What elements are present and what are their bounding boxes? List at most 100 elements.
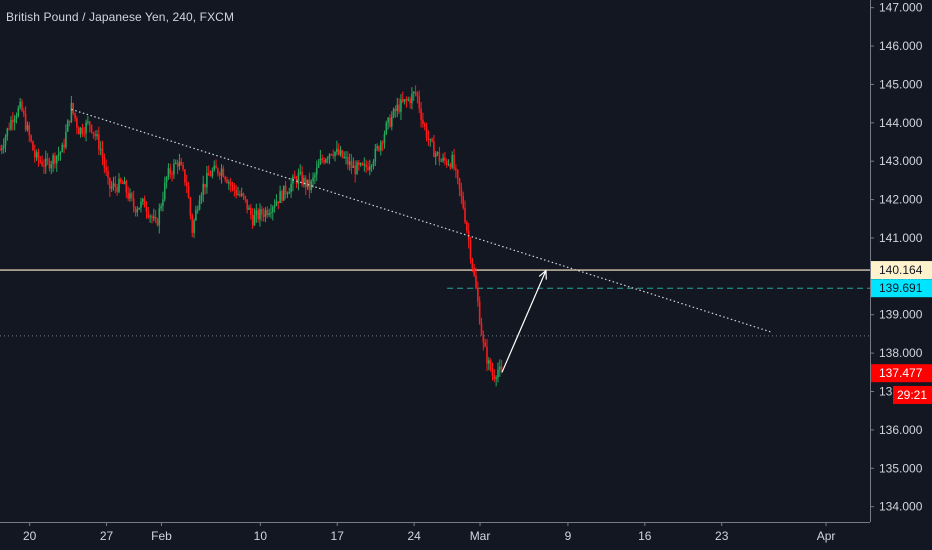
- y-tick-label: 136.000: [879, 423, 923, 437]
- candle-body: [109, 177, 111, 189]
- candle-body: [495, 377, 497, 380]
- candle-body: [314, 174, 316, 178]
- candle-body: [195, 209, 197, 221]
- candle-body: [411, 93, 413, 104]
- candle-body: [127, 192, 129, 199]
- candle-body: [77, 127, 80, 135]
- candle-body: [165, 177, 168, 183]
- x-tick-label: 23: [715, 529, 729, 543]
- candle-body: [442, 157, 444, 161]
- candle-body: [380, 142, 382, 151]
- y-tick-label: 138.000: [879, 346, 923, 360]
- candle-body: [231, 184, 234, 186]
- candle-body: [304, 177, 307, 188]
- candle-body: [138, 207, 140, 210]
- candle-body: [369, 166, 371, 170]
- price-badge-label: 140.164: [879, 263, 923, 277]
- candle-body: [497, 369, 499, 378]
- candle-body: [387, 117, 389, 123]
- candle-body: [220, 168, 223, 176]
- candle-body: [385, 122, 388, 134]
- candle-body: [431, 138, 433, 142]
- candle-body: [370, 165, 373, 167]
- candle-body: [134, 207, 137, 213]
- candle-body: [152, 216, 155, 219]
- candle-body: [1, 148, 3, 150]
- candle-body: [140, 201, 142, 208]
- candle-body: [453, 155, 455, 169]
- candle-body: [282, 185, 285, 201]
- countdown-badge: [893, 385, 932, 404]
- candle-body: [50, 164, 53, 169]
- candle-body: [407, 99, 410, 101]
- candle-body: [226, 179, 228, 184]
- candle-body: [54, 155, 56, 164]
- candle-body: [281, 191, 283, 201]
- candle-body: [279, 191, 281, 203]
- candle-body: [235, 190, 237, 195]
- candle-body: [83, 133, 86, 135]
- candle-body: [15, 116, 18, 119]
- candle-body: [438, 152, 441, 161]
- candle-body: [356, 162, 358, 175]
- candle-body: [19, 101, 21, 108]
- x-tick-label: 16: [638, 529, 652, 543]
- y-tick-label: 143.000: [879, 154, 923, 168]
- candle-body: [325, 159, 327, 163]
- price-badge-3: [871, 364, 932, 383]
- candle-body: [491, 369, 494, 376]
- candle-body: [28, 125, 31, 136]
- candle-body: [363, 164, 366, 166]
- candle-body: [460, 188, 463, 197]
- x-tick-label: 20: [23, 529, 37, 543]
- candle-body: [187, 186, 190, 199]
- candle-body: [471, 259, 474, 269]
- candle-body: [473, 268, 475, 276]
- candle-body: [358, 162, 360, 166]
- candle-body: [499, 366, 501, 370]
- candle-body: [43, 165, 45, 167]
- candle-body: [13, 118, 16, 123]
- candle-body: [297, 173, 300, 184]
- price-badge-label: 139.691: [879, 281, 923, 295]
- y-tick-label: 135.000: [879, 461, 923, 475]
- candle-body: [32, 141, 34, 151]
- candle-body: [250, 207, 252, 215]
- candle-body: [286, 193, 289, 195]
- candle-body: [478, 301, 481, 324]
- candle-body: [44, 158, 47, 167]
- candle-body: [41, 161, 43, 166]
- candle-body: [389, 117, 391, 127]
- candle-body: [270, 212, 272, 214]
- candle-body: [257, 210, 259, 220]
- candle-body: [101, 148, 104, 158]
- candle-body: [321, 158, 324, 161]
- candle-body: [427, 138, 430, 140]
- x-tick-label: Mar: [470, 529, 491, 543]
- candle-body: [158, 208, 161, 226]
- candle-body: [418, 96, 421, 109]
- candle-body: [182, 164, 184, 170]
- candle-body: [477, 288, 479, 302]
- candle-body: [174, 162, 177, 164]
- candle-body: [352, 165, 355, 168]
- candle-body: [79, 127, 82, 135]
- x-tick-label: 10: [254, 529, 268, 543]
- candle-body: [288, 192, 291, 194]
- candle-body: [228, 182, 230, 184]
- candle-body: [290, 183, 292, 193]
- candle-body: [120, 178, 122, 183]
- candle-body: [209, 175, 212, 177]
- candle-body: [131, 193, 133, 199]
- candle-body: [383, 133, 386, 144]
- candle-body: [253, 215, 256, 226]
- candle-body: [434, 153, 437, 157]
- candle-body: [180, 161, 183, 165]
- candle-body: [372, 161, 375, 166]
- candle-body: [447, 164, 450, 166]
- candle-body: [229, 182, 232, 185]
- candle-body: [489, 360, 492, 370]
- candle-body: [350, 161, 353, 168]
